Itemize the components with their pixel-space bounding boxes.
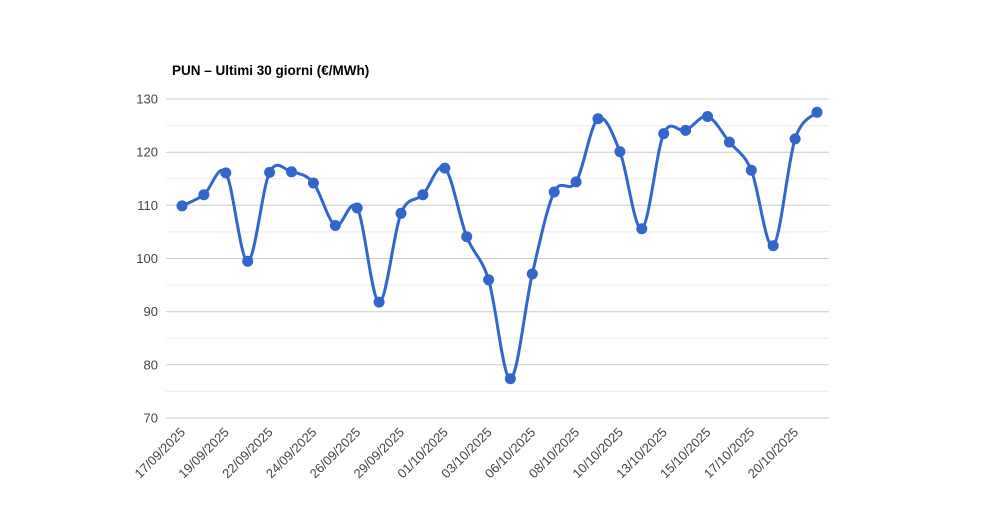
data-point-1[interactable] (198, 189, 210, 201)
data-point-26[interactable] (745, 164, 757, 176)
data-point-22[interactable] (658, 128, 670, 140)
data-point-3[interactable] (242, 255, 254, 267)
data-point-20[interactable] (614, 146, 626, 158)
data-point-6[interactable] (307, 177, 319, 189)
data-point-23[interactable] (680, 124, 692, 136)
y-axis-tick-label: 70 (144, 411, 158, 426)
data-point-14[interactable] (483, 274, 495, 286)
data-point-0[interactable] (176, 200, 188, 212)
data-point-2[interactable] (220, 167, 232, 179)
y-axis-tick-label: 100 (136, 251, 158, 266)
data-point-27[interactable] (767, 240, 779, 252)
y-axis-tick-label: 130 (136, 92, 158, 107)
y-axis-tick-label: 120 (136, 145, 158, 160)
data-point-5[interactable] (286, 166, 297, 178)
data-point-12[interactable] (439, 162, 451, 174)
y-axis-tick-label: 80 (144, 357, 158, 372)
y-axis-tick-label: 110 (137, 198, 158, 213)
data-point-4[interactable] (264, 166, 276, 178)
data-point-21[interactable] (636, 223, 648, 235)
data-point-15[interactable] (504, 373, 516, 385)
data-point-28[interactable] (789, 133, 801, 145)
data-point-8[interactable] (351, 202, 363, 214)
data-point-18[interactable] (570, 176, 582, 188)
data-point-29[interactable] (811, 106, 823, 118)
y-axis-tick-label: 90 (144, 304, 158, 319)
chart-title: PUN – Ultimi 30 giorni (€/MWh) (172, 63, 370, 78)
data-point-25[interactable] (723, 136, 735, 148)
data-point-11[interactable] (417, 189, 429, 201)
data-point-13[interactable] (461, 231, 473, 243)
data-point-10[interactable] (395, 207, 407, 219)
data-point-19[interactable] (592, 113, 604, 125)
data-point-17[interactable] (548, 186, 560, 198)
data-point-24[interactable] (702, 111, 713, 122)
data-point-7[interactable] (329, 220, 341, 231)
data-point-16[interactable] (526, 268, 538, 280)
data-point-9[interactable] (373, 296, 385, 308)
